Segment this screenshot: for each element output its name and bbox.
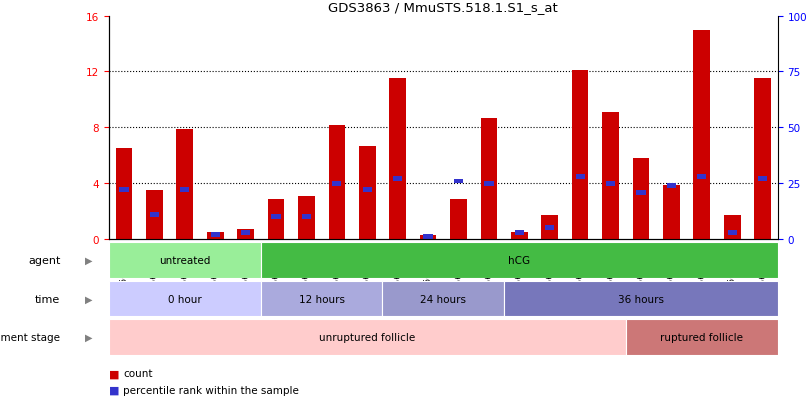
Text: ▶: ▶ xyxy=(85,255,93,266)
Bar xyxy=(177,129,193,240)
Bar xyxy=(758,177,767,182)
Text: development stage: development stage xyxy=(0,332,60,342)
Bar xyxy=(606,181,615,186)
Bar xyxy=(542,216,558,240)
Text: ▶: ▶ xyxy=(85,332,93,342)
Text: percentile rank within the sample: percentile rank within the sample xyxy=(123,385,299,395)
Bar xyxy=(625,320,778,355)
Text: unruptured follicle: unruptured follicle xyxy=(319,332,415,342)
Bar xyxy=(363,188,372,193)
Bar xyxy=(571,71,588,240)
Bar xyxy=(504,281,778,316)
Bar xyxy=(150,213,159,218)
Bar xyxy=(298,196,315,240)
Bar xyxy=(511,233,528,240)
Bar xyxy=(724,216,741,240)
Bar xyxy=(450,199,467,240)
Bar xyxy=(268,199,285,240)
Bar xyxy=(241,230,250,235)
Bar xyxy=(389,79,406,240)
Text: agent: agent xyxy=(28,255,60,266)
Bar xyxy=(484,181,493,186)
Bar xyxy=(261,281,383,316)
Bar xyxy=(109,243,261,278)
Bar xyxy=(332,181,342,186)
Text: ▶: ▶ xyxy=(85,294,93,304)
Bar xyxy=(210,233,220,237)
Text: untreated: untreated xyxy=(159,255,210,266)
Bar xyxy=(423,235,433,240)
Bar xyxy=(663,185,679,240)
Bar xyxy=(359,146,376,240)
Bar xyxy=(454,179,463,184)
Bar xyxy=(420,235,437,240)
Bar xyxy=(697,175,706,180)
Text: ■: ■ xyxy=(109,385,119,395)
Text: 12 hours: 12 hours xyxy=(299,294,345,304)
Bar xyxy=(261,243,778,278)
Bar xyxy=(119,188,129,193)
Text: hCG: hCG xyxy=(509,255,530,266)
Text: count: count xyxy=(123,368,153,378)
Bar xyxy=(329,125,345,240)
Bar xyxy=(272,215,280,220)
Bar xyxy=(754,79,771,240)
Text: ruptured follicle: ruptured follicle xyxy=(660,332,743,342)
Bar xyxy=(115,149,132,240)
Bar xyxy=(633,159,650,240)
Text: 36 hours: 36 hours xyxy=(618,294,664,304)
Text: 24 hours: 24 hours xyxy=(420,294,467,304)
Bar xyxy=(545,226,555,231)
Bar xyxy=(637,190,646,195)
Bar xyxy=(383,281,504,316)
Bar xyxy=(237,230,254,240)
Text: 0 hour: 0 hour xyxy=(168,294,202,304)
Bar xyxy=(181,188,189,193)
Bar xyxy=(667,183,676,188)
Bar xyxy=(575,175,584,180)
Bar xyxy=(109,281,261,316)
Bar xyxy=(480,118,497,240)
Text: ■: ■ xyxy=(109,368,119,378)
Bar xyxy=(302,215,311,220)
Title: GDS3863 / MmuSTS.518.1.S1_s_at: GDS3863 / MmuSTS.518.1.S1_s_at xyxy=(328,1,559,14)
Bar xyxy=(515,230,524,235)
Bar xyxy=(728,230,737,235)
Text: time: time xyxy=(35,294,60,304)
Bar xyxy=(602,113,619,240)
Bar xyxy=(393,177,402,182)
Bar xyxy=(109,320,625,355)
Bar xyxy=(146,191,163,240)
Bar xyxy=(693,31,710,240)
Bar xyxy=(207,233,223,240)
